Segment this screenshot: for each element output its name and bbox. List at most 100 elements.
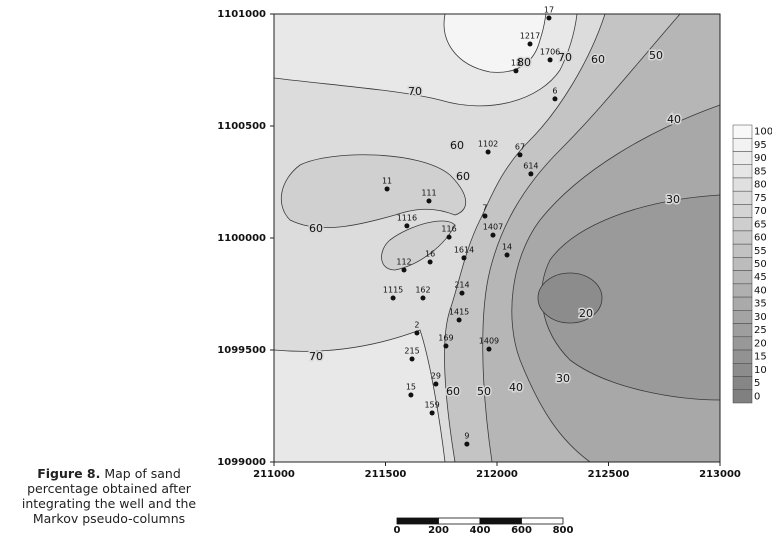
well-label: 1115 <box>383 286 403 295</box>
legend-label: 90 <box>754 153 767 164</box>
scale-label: 200 <box>428 525 449 536</box>
well <box>459 290 465 296</box>
legend-swatch <box>732 310 753 324</box>
well <box>426 198 432 204</box>
contour-label: 50 <box>477 385 491 398</box>
well-label: 162 <box>415 286 430 295</box>
legend-swatch <box>732 243 753 258</box>
well-label: 13 <box>511 58 521 67</box>
legend-label: 0 <box>754 391 760 402</box>
legend-swatch <box>732 376 753 391</box>
well-label: 215 <box>404 346 419 355</box>
legend-swatch <box>732 296 753 311</box>
legend-label: 75 <box>754 193 767 204</box>
legend-swatch <box>732 349 753 364</box>
well-label: 214 <box>454 281 469 290</box>
well <box>513 68 519 74</box>
legend-swatch <box>732 389 753 404</box>
x-tick-label: 212000 <box>476 469 518 480</box>
well <box>427 259 433 265</box>
well <box>464 441 470 447</box>
legend-label: 40 <box>754 285 767 296</box>
contour-label: 60 <box>309 222 323 235</box>
well-label: 169 <box>438 333 453 342</box>
well-label: 116 <box>441 225 456 234</box>
well <box>547 57 553 63</box>
well <box>490 232 496 238</box>
well-label: 7 <box>482 204 487 213</box>
legend-swatch <box>732 177 753 192</box>
legend-swatch <box>732 257 753 271</box>
y-tick-label: 1100000 <box>217 233 266 244</box>
well-label: 1706 <box>540 47 560 56</box>
legend-swatch <box>732 190 753 205</box>
well-label: 159 <box>424 400 439 409</box>
well <box>552 96 558 102</box>
well-label: 1614 <box>454 245 474 254</box>
legend-label: 35 <box>754 299 767 310</box>
caption-text: Map of sand percentage obtained after in… <box>21 466 197 526</box>
well-label: 15 <box>406 383 416 392</box>
scale-segment <box>479 517 522 525</box>
well <box>486 346 492 352</box>
legend-label: 30 <box>754 312 767 323</box>
well-label: 1217 <box>520 32 540 41</box>
contour-region <box>443 13 547 73</box>
well <box>401 267 407 273</box>
legend-label: 20 <box>754 338 767 349</box>
legend-swatch <box>732 151 753 165</box>
contour-label: 40 <box>509 381 523 394</box>
well-label: 16 <box>425 249 435 258</box>
contour-label: 70 <box>309 350 323 363</box>
legend-label: 45 <box>754 272 767 283</box>
well <box>390 295 396 301</box>
well-label: 9 <box>464 432 469 441</box>
well-label: 17 <box>544 6 554 15</box>
legend-swatch <box>732 283 753 298</box>
legend-label: 15 <box>754 352 767 363</box>
contour-label: 60 <box>446 385 460 398</box>
legend-label: 80 <box>754 180 767 191</box>
caption-label: Figure 8. <box>37 466 101 481</box>
legend-label: 25 <box>754 325 767 336</box>
x-tick-label: 211500 <box>365 469 407 480</box>
y-tick-label: 1099000 <box>217 457 266 468</box>
legend-swatch <box>732 124 753 139</box>
legend-label: 50 <box>754 259 767 270</box>
well <box>429 410 435 416</box>
legend-swatch <box>732 164 753 179</box>
well-label: 1415 <box>449 307 469 316</box>
legend-swatch <box>732 217 753 232</box>
well <box>485 149 491 155</box>
scale-label: 0 <box>394 525 401 536</box>
well <box>546 15 552 21</box>
well-label: 1409 <box>479 337 499 346</box>
contour-label: 60 <box>456 170 470 183</box>
well <box>517 152 523 158</box>
legend-label: 5 <box>754 378 760 389</box>
contour-label: 70 <box>558 51 572 64</box>
contour-label: 70 <box>408 85 422 98</box>
well-label: 1102 <box>478 139 498 148</box>
scale-segment <box>396 517 439 525</box>
contour-label: 50 <box>649 49 663 62</box>
legend-swatch <box>732 204 753 218</box>
x-tick-label: 211000 <box>253 469 295 480</box>
well <box>446 234 452 240</box>
well <box>404 223 410 229</box>
legend-label: 55 <box>754 246 767 257</box>
well <box>408 392 414 398</box>
well <box>482 213 488 219</box>
y-tick-label: 1101000 <box>217 9 266 20</box>
legend-swatch <box>732 137 753 152</box>
well <box>461 255 467 261</box>
contour-label: 20 <box>579 307 593 320</box>
well <box>456 317 462 323</box>
legend-swatch <box>732 363 753 377</box>
well <box>433 381 439 387</box>
legend-swatch <box>732 230 753 245</box>
y-tick-label: 1100500 <box>217 121 266 132</box>
well <box>384 186 390 192</box>
legend-label: 95 <box>754 140 767 151</box>
